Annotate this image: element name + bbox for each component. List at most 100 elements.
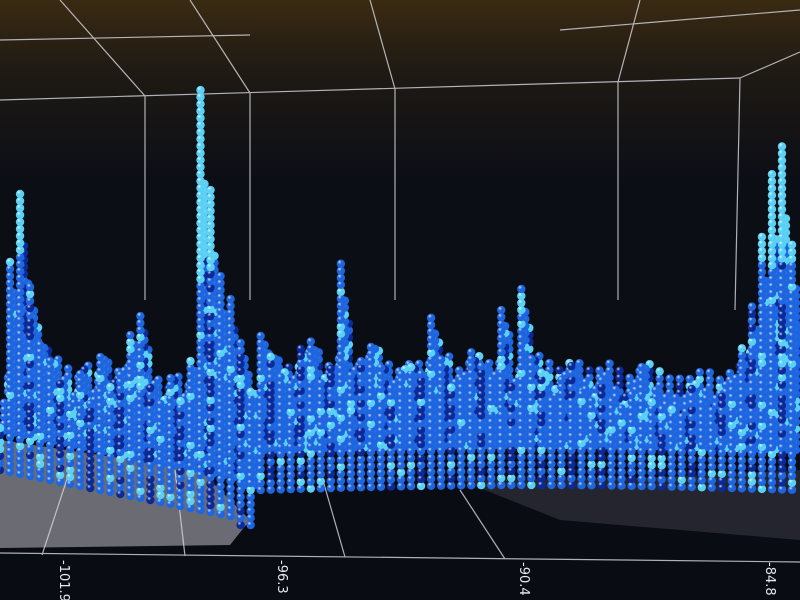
grid-line bbox=[734, 77, 741, 311]
sphere-highlight bbox=[86, 462, 95, 472]
sphere-highlight bbox=[106, 466, 115, 476]
sphere-highlight bbox=[106, 403, 115, 413]
sphere-highlight bbox=[96, 485, 105, 495]
sphere-highlight bbox=[35, 445, 45, 455]
sphere-highlight bbox=[685, 374, 694, 384]
sphere-highlight bbox=[86, 406, 95, 416]
sphere-highlight bbox=[106, 410, 115, 420]
sphere-highlight bbox=[15, 245, 25, 255]
sphere-highlight bbox=[106, 382, 115, 392]
sphere-highlight bbox=[15, 448, 25, 458]
sphere-highlight bbox=[5, 334, 15, 344]
sphere-highlight bbox=[106, 480, 115, 490]
data-column bbox=[35, 340, 45, 483]
sphere-highlight bbox=[25, 317, 35, 327]
sphere-highlight bbox=[5, 446, 15, 456]
sphere-highlight bbox=[76, 446, 85, 456]
sphere-highlight bbox=[15, 371, 25, 381]
sphere-highlight bbox=[25, 415, 35, 425]
sphere-highlight bbox=[35, 424, 45, 434]
sphere-highlight bbox=[671, 393, 680, 402]
data-column bbox=[5, 257, 15, 477]
sphere-highlight bbox=[675, 374, 684, 383]
sphere-highlight bbox=[65, 458, 75, 468]
sphere-highlight bbox=[116, 433, 125, 443]
sphere-highlight bbox=[15, 203, 25, 213]
sphere-highlight bbox=[25, 450, 35, 460]
sphere-highlight bbox=[126, 393, 135, 403]
sphere-highlight bbox=[15, 231, 25, 241]
sphere-highlight bbox=[116, 461, 125, 471]
sphere-highlight bbox=[615, 366, 624, 375]
sphere-highlight bbox=[545, 358, 554, 368]
sphere-highlight bbox=[65, 479, 75, 489]
sphere-highlight bbox=[581, 378, 590, 387]
sphere-highlight bbox=[116, 405, 125, 415]
sphere-highlight bbox=[5, 327, 15, 337]
sphere-highlight bbox=[25, 401, 35, 411]
sphere-highlight bbox=[45, 356, 55, 366]
data-column bbox=[76, 369, 85, 491]
grid-line bbox=[617, 0, 641, 83]
sphere-highlight bbox=[116, 475, 125, 485]
sphere-highlight bbox=[35, 431, 45, 441]
sphere-highlight bbox=[651, 386, 660, 395]
sphere-highlight bbox=[76, 397, 85, 407]
sphere-highlight bbox=[96, 373, 105, 383]
sphere-highlight bbox=[25, 408, 35, 418]
grid-line bbox=[189, 0, 251, 94]
sphere-highlight bbox=[15, 280, 25, 290]
data-column bbox=[196, 85, 205, 515]
sphere-highlight bbox=[65, 416, 75, 426]
sphere-highlight bbox=[126, 400, 135, 410]
sphere-highlight bbox=[35, 403, 45, 413]
sphere-highlight bbox=[126, 372, 135, 382]
sphere-highlight bbox=[116, 377, 125, 387]
sphere-highlight bbox=[5, 313, 15, 323]
sphere-highlight bbox=[55, 393, 65, 403]
sphere-highlight bbox=[25, 394, 35, 404]
sphere-highlight bbox=[705, 375, 714, 384]
sphere-highlight bbox=[35, 368, 45, 378]
sphere-highlight bbox=[96, 359, 105, 369]
grid-lines bbox=[0, 0, 800, 563]
sphere-highlight bbox=[35, 375, 45, 385]
sphere-highlight bbox=[76, 481, 85, 491]
sphere-highlight bbox=[126, 456, 135, 466]
sphere-highlight bbox=[106, 424, 115, 434]
sphere-highlight bbox=[5, 355, 15, 365]
sphere-highlight bbox=[35, 361, 45, 371]
sphere-highlight bbox=[76, 453, 85, 463]
sphere-highlight bbox=[454, 366, 464, 375]
sphere-highlight bbox=[196, 85, 205, 95]
sphere-highlight bbox=[126, 484, 135, 494]
sphere-highlight bbox=[5, 292, 15, 302]
sphere-highlight bbox=[25, 464, 35, 474]
sphere-highlight bbox=[96, 387, 105, 397]
data-column bbox=[25, 282, 35, 481]
sphere-highlight bbox=[35, 438, 45, 448]
sphere-highlight bbox=[5, 348, 15, 358]
sphere-highlight bbox=[15, 392, 25, 402]
sphere-highlight bbox=[45, 377, 55, 387]
sphere-highlight bbox=[76, 390, 85, 400]
sphere-highlight bbox=[605, 359, 614, 368]
sphere-highlight bbox=[166, 373, 175, 383]
sphere-highlight bbox=[96, 422, 105, 432]
sphere-highlight bbox=[15, 266, 25, 276]
sphere-highlight bbox=[25, 422, 35, 432]
sphere-highlight bbox=[106, 452, 115, 462]
sphere-highlight bbox=[45, 412, 55, 422]
sphere-highlight bbox=[5, 453, 15, 463]
sphere-highlight bbox=[15, 420, 25, 430]
sphere-highlight bbox=[35, 417, 45, 427]
sphere-highlight bbox=[55, 386, 65, 396]
grid-line bbox=[59, 0, 146, 97]
sphere-highlight bbox=[86, 420, 95, 430]
sphere-highlight bbox=[25, 338, 35, 348]
sphere-highlight bbox=[126, 421, 135, 431]
sphere-highlight bbox=[15, 455, 25, 465]
sphere-highlight bbox=[146, 383, 155, 393]
sphere-highlight bbox=[675, 381, 684, 390]
data-column bbox=[86, 399, 95, 493]
